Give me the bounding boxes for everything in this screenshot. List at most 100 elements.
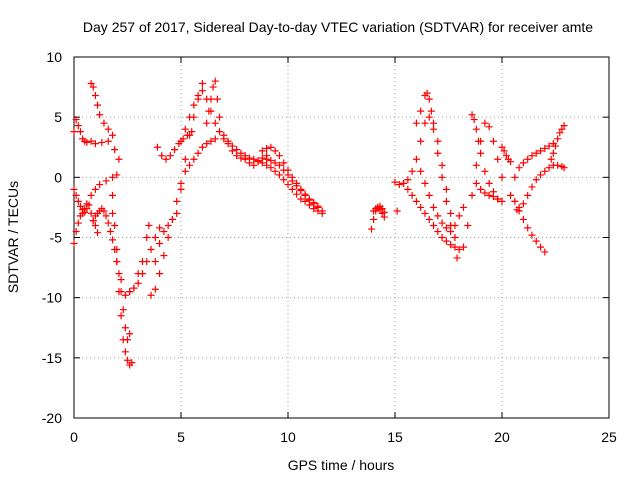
data-point (425, 95, 433, 103)
data-point (224, 137, 232, 145)
y-tick-label: -20 (42, 410, 62, 426)
series-arc-16 (370, 203, 388, 221)
data-point (126, 288, 134, 296)
data-point (541, 167, 549, 175)
series-arc-28 (547, 122, 568, 163)
data-point (233, 146, 241, 154)
data-point (121, 348, 129, 356)
data-point (151, 258, 159, 266)
data-point (151, 234, 159, 241)
data-point (447, 209, 455, 217)
data-point (507, 158, 515, 166)
chart-title: Day 257 of 2017, Sidereal Day-to-day VTE… (83, 19, 593, 35)
series-arc-14 (263, 155, 326, 215)
y-tick-label: 10 (46, 49, 62, 65)
data-point (216, 128, 224, 136)
data-point (451, 243, 459, 251)
data-point (547, 155, 555, 163)
data-point (151, 285, 159, 293)
data-point (513, 206, 521, 214)
data-point (198, 87, 206, 95)
x-tick-label: 15 (387, 429, 403, 445)
data-point (438, 173, 446, 181)
data-point (121, 324, 129, 332)
data-point (109, 236, 117, 244)
y-tick-label: -5 (50, 230, 63, 246)
series-arc-02 (70, 171, 121, 248)
data-point (70, 240, 78, 248)
series-arc-07 (109, 209, 164, 299)
data-point (554, 161, 562, 169)
data-point (430, 221, 438, 229)
data-point (560, 122, 568, 130)
data-point (87, 191, 95, 199)
data-point (203, 119, 211, 127)
data-point (216, 113, 224, 121)
data-point (160, 227, 168, 235)
data-point (412, 119, 420, 127)
data-point (537, 147, 545, 155)
data-point (72, 227, 80, 235)
data-point (367, 225, 375, 233)
data-point (318, 207, 326, 215)
data-point (515, 164, 523, 172)
data-point (378, 209, 386, 217)
data-point (395, 181, 403, 189)
series-arc-27 (515, 161, 568, 211)
data-point (494, 195, 502, 203)
series-arc-25 (507, 191, 549, 256)
data-point (500, 147, 508, 155)
data-point (417, 137, 425, 145)
data-point (451, 221, 459, 229)
data-point (241, 152, 249, 160)
data-point (267, 143, 275, 151)
data-point (166, 152, 174, 160)
data-point (119, 336, 127, 344)
data-point (498, 143, 506, 151)
data-point (545, 142, 553, 150)
data-point (288, 185, 296, 193)
data-point (427, 107, 435, 115)
x-axis-label: GPS time / hours (288, 457, 395, 473)
data-point (83, 205, 91, 213)
data-point (109, 191, 117, 199)
data-point (85, 201, 93, 209)
data-point (451, 234, 459, 241)
data-point (126, 330, 134, 338)
data-point (468, 191, 476, 199)
data-point (198, 143, 206, 151)
data-point (96, 181, 104, 189)
data-point (430, 119, 438, 127)
data-point (121, 291, 129, 299)
data-point (442, 197, 450, 205)
data-point (228, 142, 236, 150)
data-point (425, 215, 433, 223)
series-arc-01 (70, 116, 123, 163)
data-point (96, 111, 104, 119)
data-point (211, 119, 219, 127)
data-point (271, 147, 279, 155)
series-arc-21 (459, 119, 506, 251)
data-point (74, 197, 82, 205)
data-point (423, 89, 431, 97)
data-point (115, 270, 123, 278)
data-point (417, 107, 425, 115)
data-point (209, 83, 217, 91)
data-point (524, 191, 532, 199)
data-point (205, 107, 213, 115)
data-point (177, 137, 185, 145)
data-point (258, 147, 266, 155)
data-point (391, 178, 399, 186)
data-point (541, 248, 549, 256)
data-point (288, 177, 296, 185)
data-point (164, 234, 172, 241)
data-point (511, 197, 519, 205)
data-point (81, 208, 89, 216)
data-point (400, 179, 408, 187)
data-point (541, 144, 549, 152)
data-point (117, 312, 125, 320)
x-tick-labels: 0 5 10 15 20 25 (70, 429, 617, 445)
data-point (472, 161, 480, 169)
data-point (258, 159, 266, 167)
data-point (254, 156, 262, 164)
